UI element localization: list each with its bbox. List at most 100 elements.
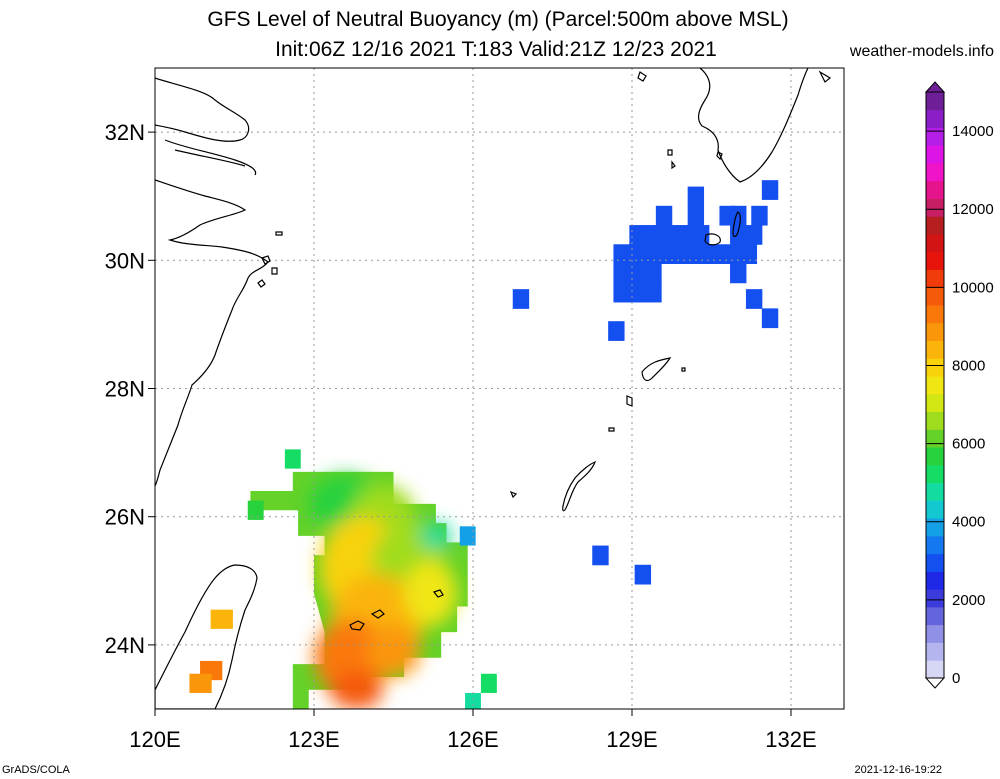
colorbar-segment: [926, 376, 944, 395]
lnb-contour-patch: [420, 523, 452, 549]
lnb-edge-cell: [284, 449, 301, 469]
lnb-cell-low: [730, 205, 747, 226]
lnb-cell-low: [692, 244, 710, 265]
colorbar-segment: [926, 518, 944, 537]
colorbar-segment: [926, 269, 944, 288]
colorbar-segment: [926, 447, 944, 466]
lnb-cell-low: [740, 244, 758, 265]
colorbar-segment: [926, 571, 944, 590]
lnb-cell-low: [724, 244, 742, 265]
lnb-cell-low: [751, 205, 768, 226]
lat-tick-label: 30N: [105, 248, 145, 273]
colorbar-segment: [926, 251, 944, 270]
colorbar-segment: [926, 322, 944, 342]
kerama: [509, 490, 518, 499]
colorbar-segment: [926, 109, 944, 128]
lnb-contour-patch: [367, 625, 420, 677]
colorbar-segment: [926, 624, 944, 643]
colorbar-segment: [926, 180, 944, 199]
lnb-edge-cell: [480, 673, 497, 693]
colorbar-label: 6000: [952, 436, 985, 453]
lnb-contour-patch: [329, 670, 383, 709]
lnb-cell-low: [608, 321, 625, 341]
lnb-convective-region: [250, 459, 468, 709]
colorbar-segment: [926, 429, 944, 448]
colorbar-segment: [926, 145, 944, 164]
zhoushan-islands: [257, 231, 283, 288]
yakushima-outline: [704, 233, 721, 246]
lnb-cell-low: [629, 263, 646, 284]
data-shading: [189, 180, 779, 709]
colorbar-segment: [926, 464, 944, 484]
lnb-edge-cell: [247, 500, 264, 520]
footer-timestamp: 2021-12-16-19:22: [854, 764, 942, 776]
amami-oshima: [641, 357, 672, 382]
lnb-cell-low: [745, 289, 763, 309]
lnb-taiwan-cell: [210, 609, 233, 629]
tokunoshima: [626, 395, 633, 407]
colorbar-segment: [926, 589, 944, 608]
colorbar-segment: [926, 92, 944, 111]
coastlines: [155, 68, 832, 709]
lon-tick-label: 123E: [288, 727, 339, 752]
miyako: [370, 609, 385, 619]
yonaguni: [432, 589, 444, 598]
axis-ticks: 120E 123E 126E 129E 132E 32N 30N 28N 26N 24N: [105, 120, 817, 752]
colorbar-label: 2000: [952, 592, 985, 609]
map-grid: [155, 68, 844, 709]
lnb-cell-low: [761, 180, 779, 200]
colorbar-segment: [926, 606, 944, 626]
ishigaki: [349, 620, 365, 631]
lnb-edge-cell: [465, 692, 481, 709]
lnb-cell-low: [661, 244, 678, 265]
colorbar-label: 12000: [952, 201, 994, 218]
colorbar-segment: [926, 393, 944, 413]
lnb-cell-low: [655, 205, 673, 226]
colorbar-segment: [926, 216, 944, 235]
okinoerabu: [608, 427, 615, 432]
lnb-cell-low: [687, 205, 705, 226]
colorbar-segment: [926, 535, 944, 555]
china-coastline: [155, 77, 250, 142]
lnb-cell-low: [613, 244, 630, 265]
kyushu-islands: [637, 70, 832, 170]
colorbar-segment: [926, 340, 944, 359]
lnb-cell-low: [730, 225, 747, 245]
colorbar-segment: [926, 500, 944, 519]
lnb-taiwan-cell: [189, 673, 212, 693]
colorbar-max-arrow: [924, 81, 946, 93]
lnb-cell-low: [745, 225, 763, 245]
lnb-cell-low: [687, 186, 705, 207]
colorbar-label: 10000: [952, 279, 994, 296]
colorbar-min-arrow: [924, 677, 946, 689]
colorbar-label: 0: [952, 670, 960, 687]
kyushu-outline: [697, 68, 809, 183]
lnb-cell-low: [634, 564, 652, 585]
lat-tick-label: 28N: [105, 377, 145, 402]
colorbar-segment: [926, 411, 944, 430]
taiwan-outline: [155, 564, 258, 709]
lnb-cell-low: [512, 289, 530, 309]
lnb-cell-low: [661, 225, 678, 245]
lon-tick-label: 126E: [447, 727, 498, 752]
lnb-cell-low: [645, 225, 662, 245]
lnb-cell-low: [677, 225, 694, 245]
colorbar-segment: [926, 234, 944, 253]
lat-tick-label: 24N: [105, 633, 145, 658]
lnb-cell-low: [730, 263, 747, 284]
lat-tick-label: 32N: [105, 120, 145, 145]
lon-tick-label: 132E: [765, 727, 816, 752]
colorbar-segment: [926, 198, 944, 217]
lnb-cell-low: [629, 244, 646, 265]
lnb-cell-low: [708, 244, 726, 265]
lat-tick-label: 26N: [105, 505, 145, 530]
colorbar-segment: [926, 660, 944, 679]
yangtze-estuary: [164, 139, 257, 176]
lnb-cell-low: [629, 225, 646, 245]
lnb-edge-cell: [459, 526, 476, 546]
lnb-cell-low: [592, 545, 609, 566]
chart-title-line1: GFS Level of Neutral Buoyancy (m) (Parce…: [207, 8, 789, 31]
colorbar-label: 8000: [952, 357, 985, 374]
lnb-region-inner: [308, 475, 458, 709]
